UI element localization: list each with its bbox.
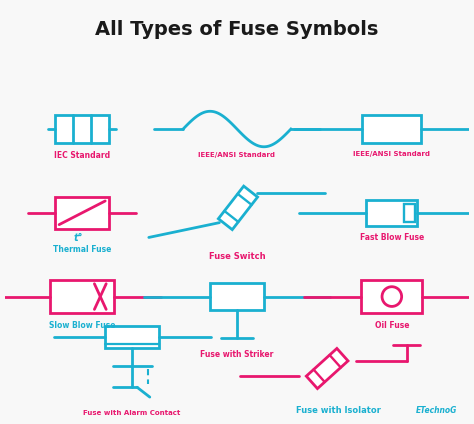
Text: ETechnoG: ETechnoG [416,406,457,415]
Bar [403,204,415,222]
Text: All Types of Fuse Symbols: All Types of Fuse Symbols [95,20,379,39]
Text: Fast Blow Fuse: Fast Blow Fuse [360,234,424,243]
Text: Thermal Fuse: Thermal Fuse [53,245,111,254]
Text: Fuse with Isolator: Fuse with Isolator [295,406,380,415]
Bar [105,326,159,348]
Text: Fuse Switch: Fuse Switch [209,252,265,261]
Bar [362,280,422,313]
Circle shape [382,287,401,307]
Text: Oil Fuse: Oil Fuse [374,321,409,330]
Bar [366,200,417,226]
Text: Fuse with Striker: Fuse with Striker [201,350,273,359]
Polygon shape [306,349,348,388]
Bar [50,280,114,313]
Polygon shape [219,186,257,230]
Bar [210,283,264,310]
Text: IEEE/ANSI Standard: IEEE/ANSI Standard [199,152,275,158]
Bar [55,197,109,229]
Bar [55,115,109,143]
Bar [363,115,421,143]
Text: Fuse with Alarm Contact: Fuse with Alarm Contact [83,410,181,416]
Text: t°: t° [73,234,83,243]
Text: Slow Blow Fuse: Slow Blow Fuse [49,321,115,330]
Text: IEC Standard: IEC Standard [54,151,110,160]
Text: IEEE/ANSI Standard: IEEE/ANSI Standard [353,151,430,157]
